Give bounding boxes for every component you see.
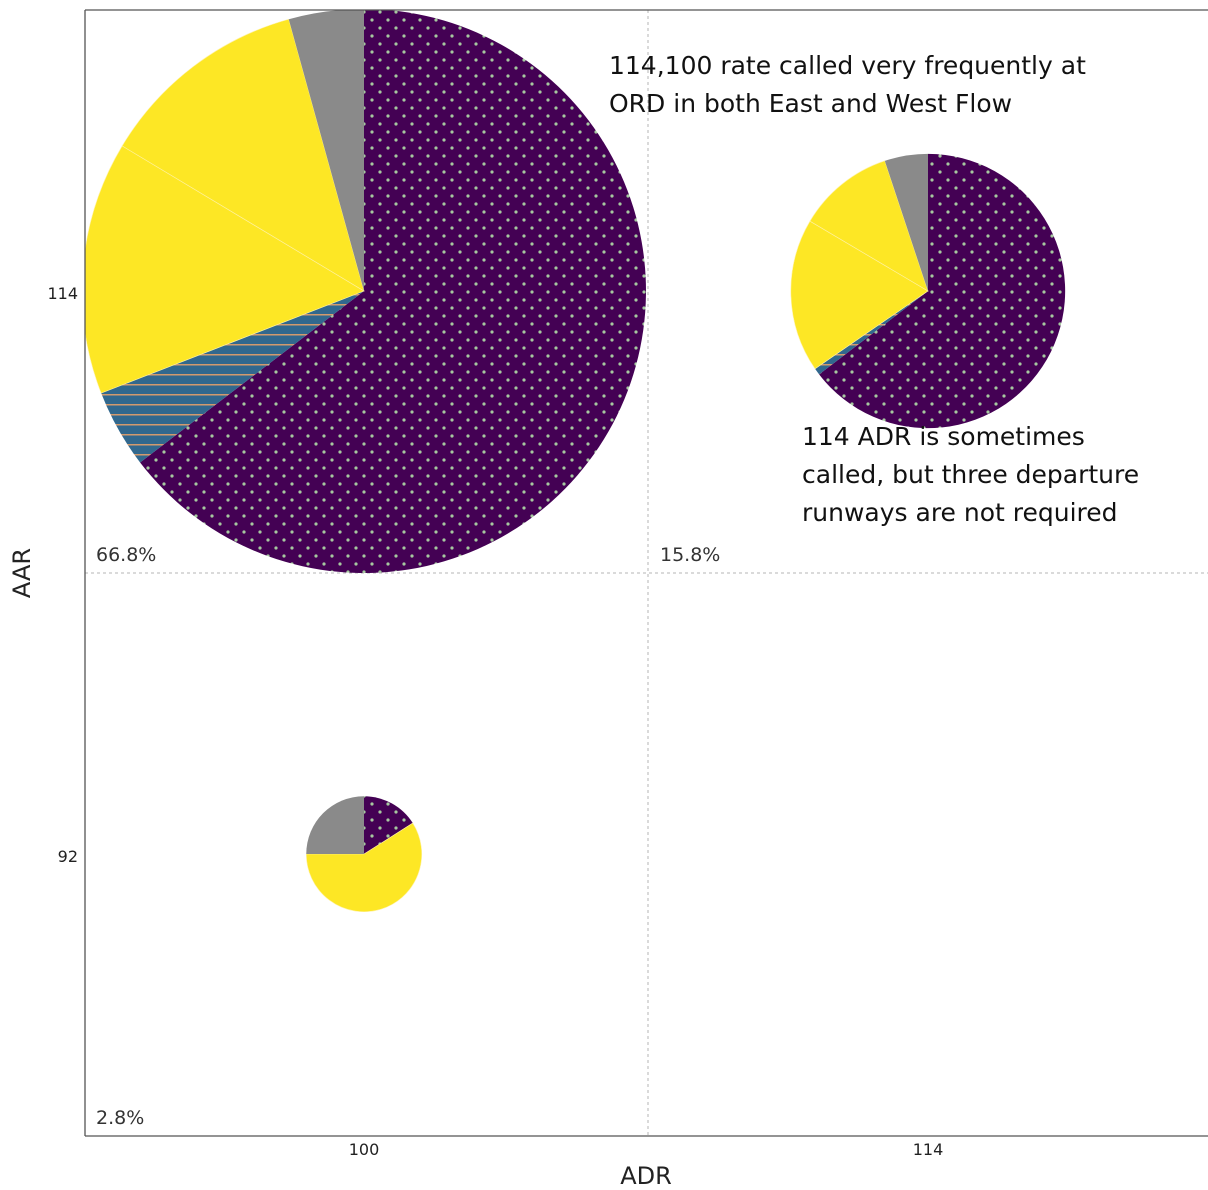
pie-slice [815, 291, 928, 375]
x-axis-label: ADR [620, 1162, 672, 1190]
y-tick-label: 114 [47, 284, 78, 303]
y-tick-label: 92 [58, 847, 78, 866]
pie-slice [364, 796, 413, 854]
axes-frame [84, 9, 1208, 1137]
annotation-line: 114,100 rate called very frequently at [609, 51, 1086, 80]
share-label: 66.8% [96, 544, 156, 566]
pie-slice [85, 145, 365, 394]
pie-slice [819, 153, 1066, 429]
y-axis-label: AAR [8, 548, 36, 598]
pie-slice [790, 220, 929, 370]
annotation-line: runways are not required [802, 498, 1118, 527]
grid-lines [85, 10, 1208, 1136]
pie-slice [101, 291, 364, 463]
annotation-line: called, but three departure [802, 460, 1139, 489]
pie-slice [809, 160, 929, 292]
tick-labels: 100 114 114 92 [47, 284, 943, 1159]
x-tick-label: 100 [349, 1140, 380, 1159]
share-label: 2.8% [96, 1107, 144, 1129]
pie-slice [306, 796, 364, 854]
pie-slice [305, 822, 423, 912]
share-label: 15.8% [660, 544, 720, 566]
pie-slice [121, 18, 365, 292]
annotations: 114,100 rate called very frequently at O… [609, 51, 1139, 527]
pie-slice [140, 10, 646, 573]
x-tick-label: 114 [913, 1140, 944, 1159]
share-labels: 66.8% 15.8% 2.8% [96, 544, 720, 1129]
pie-slice [884, 153, 928, 291]
pie-markers [85, 10, 1066, 912]
pie-slice [288, 10, 364, 291]
annotation-line: 114 ADR is sometimes [802, 422, 1085, 451]
annotation-line: ORD in both East and West Flow [609, 89, 1012, 118]
